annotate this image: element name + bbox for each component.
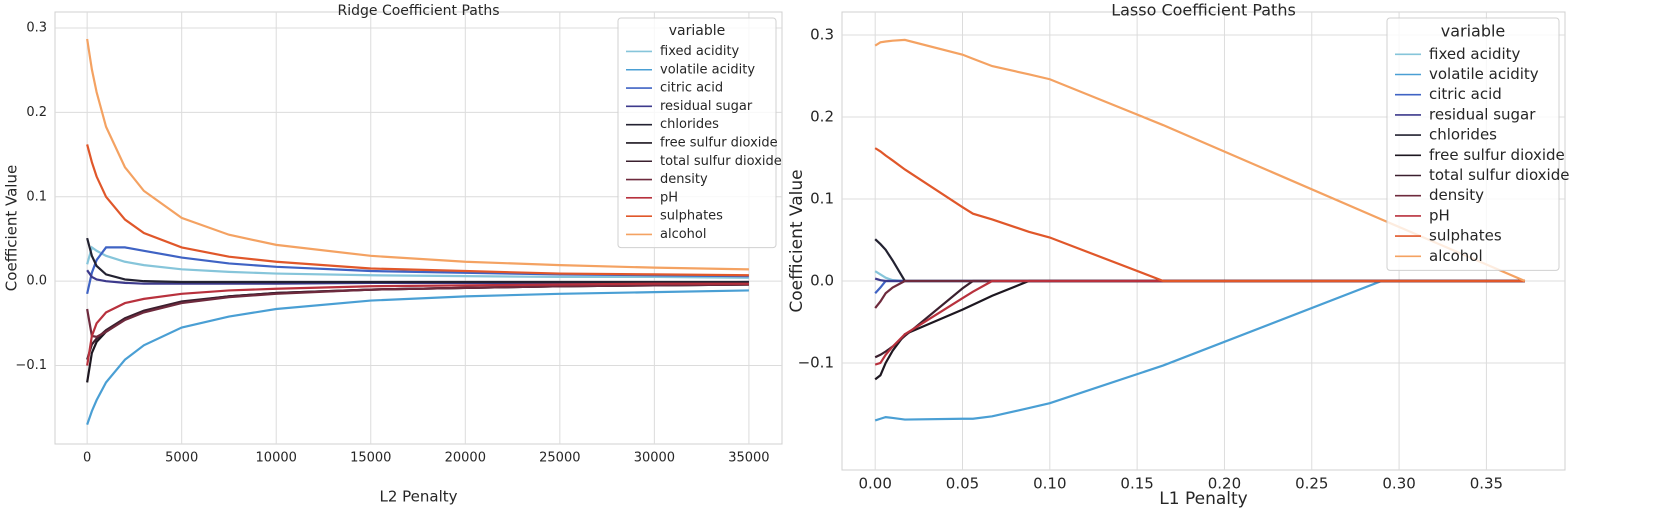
x-axis-label: L1 Penalty bbox=[1159, 489, 1247, 509]
series-line bbox=[86, 144, 749, 277]
legend-label: volatile acidity bbox=[660, 62, 755, 77]
legend-label: density bbox=[1429, 186, 1484, 204]
legend-title: variable bbox=[1441, 22, 1506, 41]
y-tick-label: 0.3 bbox=[26, 21, 47, 36]
legend-label: density bbox=[660, 172, 708, 187]
x-tick-label: 0.15 bbox=[1120, 475, 1153, 493]
legend-title: variable bbox=[669, 23, 725, 39]
x-tick-label: 15000 bbox=[350, 451, 391, 466]
x-tick-label: 25000 bbox=[539, 451, 580, 466]
legend-label: volatile acidity bbox=[1429, 65, 1539, 83]
legend-label: free sulfur dioxide bbox=[660, 135, 778, 150]
legend-label: pH bbox=[660, 190, 678, 205]
series-line bbox=[874, 147, 1525, 283]
y-tick-label: 0.0 bbox=[26, 274, 47, 289]
series-line bbox=[86, 245, 749, 279]
x-tick-label: 0.05 bbox=[946, 475, 979, 493]
y-tick-label: 0.1 bbox=[26, 189, 47, 204]
legend-label: residual sugar bbox=[1429, 105, 1536, 123]
legend-label: citric acid bbox=[660, 81, 723, 96]
y-tick-label: −0.1 bbox=[798, 353, 834, 371]
x-tick-label: 0 bbox=[83, 451, 91, 466]
series-line bbox=[874, 38, 1526, 282]
series-line bbox=[86, 38, 749, 271]
legend-label: sulphates bbox=[660, 209, 723, 224]
legend-box bbox=[1386, 17, 1560, 271]
legend-label: sulphates bbox=[1429, 227, 1502, 245]
y-tick-label: 0.2 bbox=[810, 107, 834, 125]
x-tick-label: 0.10 bbox=[1033, 475, 1066, 493]
x-axis-label: L2 Penalty bbox=[379, 488, 457, 506]
legend-label: fixed acidity bbox=[660, 44, 740, 59]
series-line bbox=[874, 279, 1525, 422]
series-line bbox=[86, 282, 749, 366]
x-tick-label: 0.30 bbox=[1382, 475, 1415, 493]
x-tick-label: 20000 bbox=[445, 451, 486, 466]
legend-label: total sulfur dioxide bbox=[1429, 166, 1569, 184]
chart-title: Lasso Coefficient Paths bbox=[1111, 1, 1296, 20]
y-tick-label: 0.0 bbox=[810, 271, 834, 289]
x-tick-label: 5000 bbox=[165, 451, 198, 466]
series-line bbox=[86, 289, 749, 425]
y-tick-label: 0.2 bbox=[26, 105, 47, 120]
legend-label: citric acid bbox=[1429, 85, 1502, 103]
x-tick-label: 35000 bbox=[728, 451, 769, 466]
legend-label: residual sugar bbox=[660, 99, 753, 114]
y-tick-label: 0.3 bbox=[810, 25, 834, 43]
legend-label: chlorides bbox=[1429, 126, 1497, 144]
legend-label: free sulfur dioxide bbox=[1429, 146, 1565, 164]
series-line bbox=[86, 283, 749, 338]
legend-label: alcohol bbox=[1429, 247, 1483, 265]
legend-label: chlorides bbox=[660, 117, 719, 132]
x-tick-label: 30000 bbox=[634, 451, 675, 466]
chart-title: Ridge Coefficient Paths bbox=[337, 3, 499, 19]
x-tick-label: 10000 bbox=[256, 451, 297, 466]
x-tick-label: 0.25 bbox=[1295, 475, 1328, 493]
legend-label: total sulfur dioxide bbox=[660, 154, 782, 169]
y-tick-label: −0.1 bbox=[15, 358, 47, 373]
legend-box bbox=[617, 17, 777, 249]
legend-label: pH bbox=[1429, 206, 1450, 224]
x-tick-label: 0.20 bbox=[1208, 475, 1241, 493]
legend-label: fixed acidity bbox=[1429, 45, 1521, 63]
x-tick-label: 0.00 bbox=[858, 475, 891, 493]
y-tick-label: 0.1 bbox=[810, 189, 834, 207]
legend-label: alcohol bbox=[660, 227, 706, 242]
y-axis-label: Coefficient Value bbox=[787, 169, 807, 312]
x-tick-label: 0.35 bbox=[1470, 475, 1503, 493]
y-axis-label: Coefficient Value bbox=[3, 165, 21, 291]
series-line bbox=[86, 237, 749, 284]
